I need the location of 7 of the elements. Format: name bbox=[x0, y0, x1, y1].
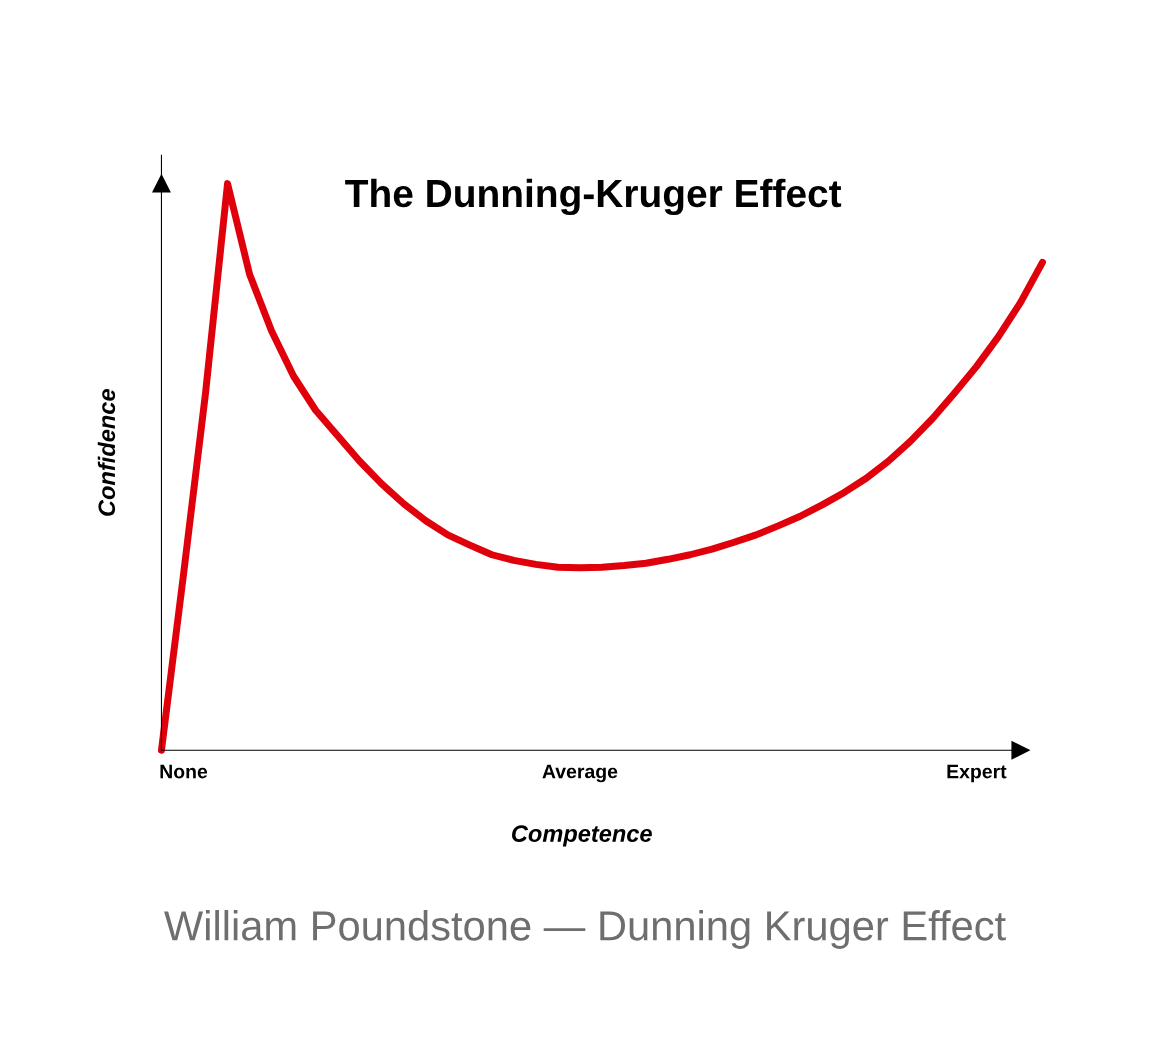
y-axis-title: Confidence bbox=[97, 389, 116, 516]
x-tick-label: None bbox=[160, 764, 208, 779]
x-tick-label: Expert bbox=[947, 764, 1007, 783]
text: William Poundstone — Dunning Kruger Effect bbox=[164, 910, 1006, 949]
x-axis-title: Competence bbox=[512, 825, 652, 847]
chart-title: The Dunning-Kruger Effect bbox=[345, 178, 842, 216]
x-tick-label: Average bbox=[542, 764, 618, 783]
